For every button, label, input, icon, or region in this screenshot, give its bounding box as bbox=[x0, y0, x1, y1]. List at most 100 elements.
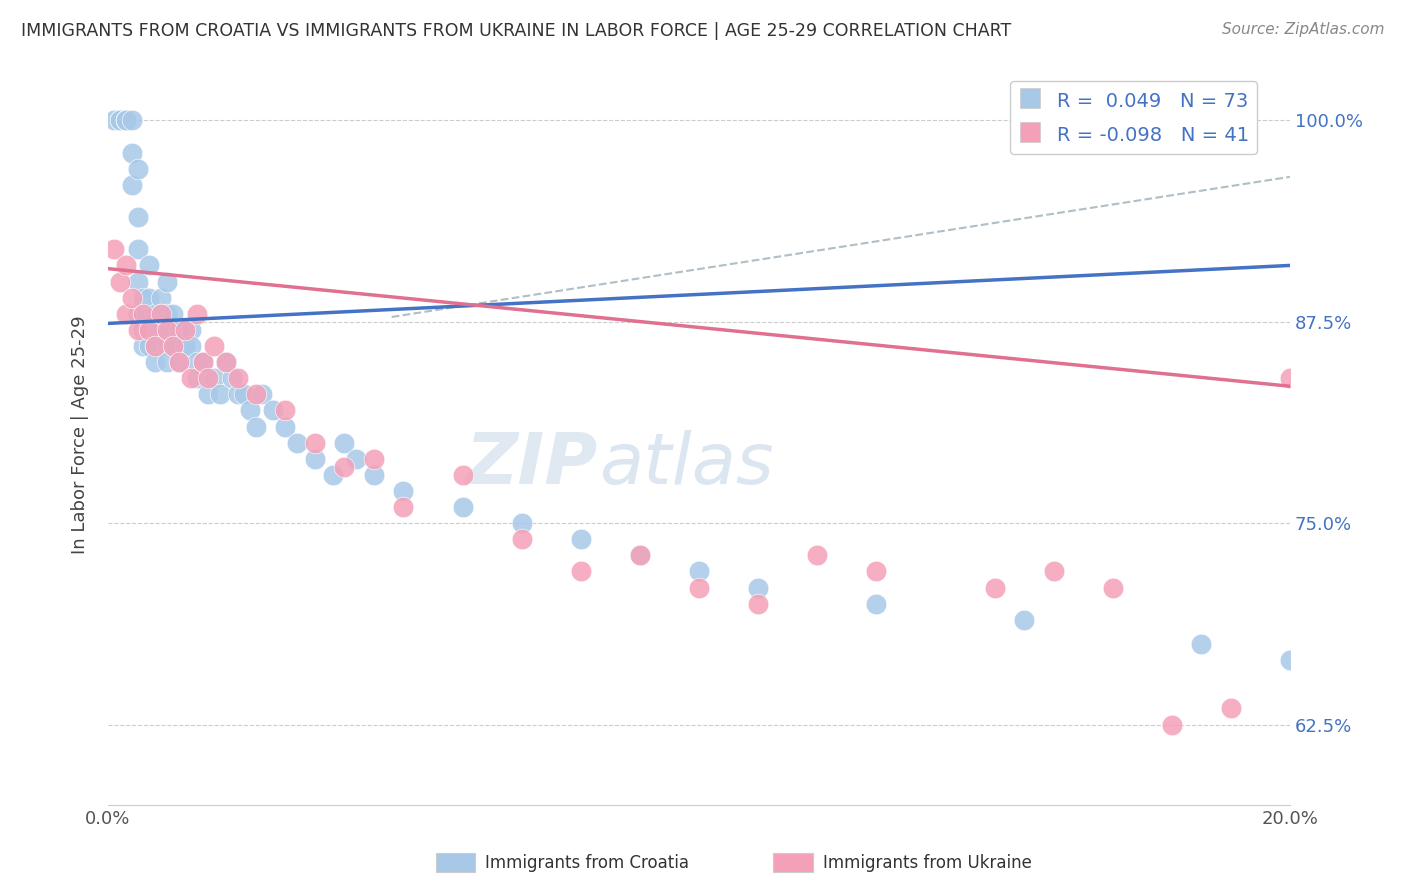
Point bbox=[569, 565, 592, 579]
Point bbox=[156, 323, 179, 337]
Point bbox=[1219, 701, 1241, 715]
Point bbox=[1160, 717, 1182, 731]
Point bbox=[239, 403, 262, 417]
Point bbox=[127, 275, 149, 289]
Point bbox=[121, 291, 143, 305]
Point bbox=[114, 113, 136, 128]
Point bbox=[156, 323, 179, 337]
Point bbox=[274, 419, 297, 434]
Point bbox=[143, 339, 166, 353]
Point bbox=[138, 323, 160, 337]
Point bbox=[451, 467, 474, 482]
Point bbox=[226, 371, 249, 385]
Point bbox=[114, 113, 136, 128]
Point bbox=[226, 387, 249, 401]
Point bbox=[451, 500, 474, 514]
Point bbox=[132, 323, 155, 337]
Point bbox=[167, 323, 190, 337]
Point bbox=[138, 259, 160, 273]
Point bbox=[121, 113, 143, 128]
Text: Immigrants from Ukraine: Immigrants from Ukraine bbox=[823, 854, 1032, 871]
Point bbox=[143, 323, 166, 337]
Point bbox=[333, 435, 356, 450]
Point bbox=[114, 113, 136, 128]
Point bbox=[392, 500, 415, 514]
Point bbox=[747, 597, 769, 611]
Point bbox=[150, 307, 173, 321]
Point bbox=[173, 323, 195, 337]
Text: ZIP: ZIP bbox=[467, 430, 599, 499]
Point bbox=[103, 113, 125, 128]
Point bbox=[688, 581, 710, 595]
Point bbox=[1101, 581, 1123, 595]
Point bbox=[156, 339, 179, 353]
Point bbox=[143, 355, 166, 369]
Point bbox=[156, 275, 179, 289]
Text: IMMIGRANTS FROM CROATIA VS IMMIGRANTS FROM UKRAINE IN LABOR FORCE | AGE 25-29 CO: IMMIGRANTS FROM CROATIA VS IMMIGRANTS FR… bbox=[21, 22, 1011, 40]
Point bbox=[747, 581, 769, 595]
Point bbox=[127, 161, 149, 176]
Point bbox=[322, 467, 344, 482]
Point bbox=[156, 355, 179, 369]
Point bbox=[865, 597, 887, 611]
Point bbox=[865, 565, 887, 579]
Point bbox=[333, 459, 356, 474]
Point bbox=[245, 387, 267, 401]
Point bbox=[363, 451, 385, 466]
Point bbox=[628, 549, 651, 563]
Point bbox=[127, 243, 149, 257]
Point bbox=[304, 451, 326, 466]
Point bbox=[127, 323, 149, 337]
Point bbox=[215, 355, 238, 369]
Point bbox=[143, 307, 166, 321]
Point bbox=[245, 419, 267, 434]
Point bbox=[688, 565, 710, 579]
Point bbox=[167, 355, 190, 369]
Point bbox=[628, 549, 651, 563]
Point bbox=[215, 355, 238, 369]
Point bbox=[114, 307, 136, 321]
Point bbox=[186, 307, 208, 321]
Point bbox=[250, 387, 273, 401]
Legend: R =  0.049   N = 73, R = -0.098   N = 41: R = 0.049 N = 73, R = -0.098 N = 41 bbox=[1010, 81, 1257, 154]
Point bbox=[569, 533, 592, 547]
Point bbox=[108, 113, 131, 128]
Point bbox=[186, 371, 208, 385]
Point bbox=[173, 339, 195, 353]
Point bbox=[108, 113, 131, 128]
Point bbox=[162, 339, 184, 353]
Point bbox=[510, 533, 533, 547]
Point bbox=[263, 403, 285, 417]
Point bbox=[1279, 653, 1302, 667]
Point bbox=[138, 339, 160, 353]
Point bbox=[114, 113, 136, 128]
Point bbox=[167, 355, 190, 369]
Point bbox=[344, 451, 367, 466]
Point bbox=[150, 291, 173, 305]
Point bbox=[274, 403, 297, 417]
Point bbox=[132, 307, 155, 321]
Point bbox=[510, 516, 533, 531]
Point bbox=[162, 307, 184, 321]
Point bbox=[191, 355, 214, 369]
Text: Immigrants from Croatia: Immigrants from Croatia bbox=[485, 854, 689, 871]
Point bbox=[285, 435, 308, 450]
Point bbox=[209, 387, 232, 401]
Point bbox=[1012, 613, 1035, 627]
Point bbox=[197, 387, 219, 401]
Y-axis label: In Labor Force | Age 25-29: In Labor Force | Age 25-29 bbox=[72, 315, 89, 554]
Point bbox=[132, 339, 155, 353]
Point bbox=[1189, 637, 1212, 651]
Point bbox=[121, 145, 143, 160]
Point bbox=[121, 178, 143, 192]
Point bbox=[806, 549, 828, 563]
Point bbox=[162, 339, 184, 353]
Point bbox=[180, 323, 202, 337]
Point bbox=[363, 467, 385, 482]
Text: atlas: atlas bbox=[599, 430, 773, 499]
Point bbox=[392, 483, 415, 498]
Point bbox=[108, 275, 131, 289]
Point bbox=[143, 339, 166, 353]
Point bbox=[114, 259, 136, 273]
Point bbox=[197, 371, 219, 385]
